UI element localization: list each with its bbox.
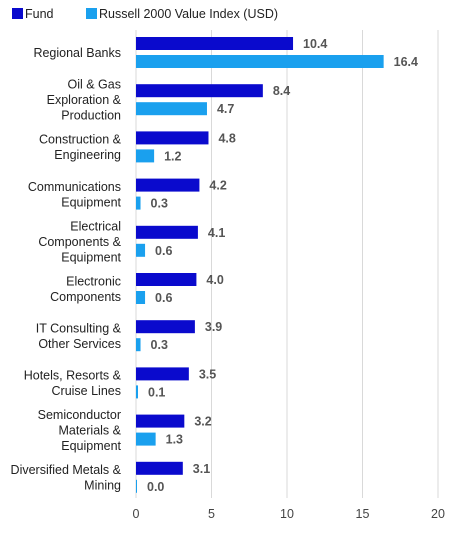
category-label-5: Electronic Components xyxy=(50,274,121,304)
value-label-s1-c9: 0.0 xyxy=(147,480,164,494)
category-label-3: Communications Equipment xyxy=(28,180,122,210)
category-label-line: Semiconductor xyxy=(38,408,121,422)
value-label-s1-c1: 4.7 xyxy=(217,102,234,116)
category-label-line: Components & xyxy=(38,235,121,249)
value-label-s0-c7: 3.5 xyxy=(199,367,216,381)
category-label-line: Electrical xyxy=(70,219,121,233)
value-label-s0-c3: 4.2 xyxy=(209,179,226,193)
value-label-s1-c4: 0.6 xyxy=(155,244,172,258)
bar-s1-c0 xyxy=(136,55,384,68)
category-label-line: IT Consulting & xyxy=(36,321,122,335)
category-label-line: Diversified Metals & xyxy=(11,463,122,477)
category-label-line: Materials & xyxy=(58,424,121,438)
category-label-line: Construction & xyxy=(39,133,122,147)
bar-s1-c2 xyxy=(136,149,155,163)
category-label-1: Oil & Gas Exploration & Production xyxy=(47,78,122,123)
bar-s0-c7 xyxy=(136,367,189,381)
bar-s1-c6 xyxy=(136,338,141,352)
category-label-7: Hotels, Resorts & Cruise Lines xyxy=(24,369,122,399)
legend-label-1: Russell 2000 Value Index (USD) xyxy=(99,7,278,21)
value-label-s1-c0: 16.4 xyxy=(394,55,418,69)
category-label-0: Regional Banks xyxy=(33,46,121,60)
category-label-line: Communications xyxy=(28,180,121,194)
value-label-s0-c4: 4.1 xyxy=(208,226,225,240)
category-label-2: Construction & Engineering xyxy=(39,133,122,163)
value-label-s0-c2: 4.8 xyxy=(218,131,235,145)
category-label-line: Equipment xyxy=(61,195,121,209)
category-label-8: Semiconductor Materials & Equipment xyxy=(38,408,122,453)
category-labels: Regional Banks Oil & Gas Exploration & Prod… xyxy=(11,46,122,493)
category-label-line: Engineering xyxy=(54,148,121,162)
x-axis-ticks: 0 5 10 15 20 xyxy=(133,507,445,521)
legend-swatch-0 xyxy=(12,8,23,19)
category-label-line: Regional Banks xyxy=(33,46,121,60)
category-label-line: Equipment xyxy=(61,250,121,264)
category-label-line: Production xyxy=(61,109,121,123)
bar-s0-c5 xyxy=(136,273,197,286)
category-label-line: Other Services xyxy=(38,337,121,351)
bar-s1-c7 xyxy=(136,385,138,399)
category-label-line: Equipment xyxy=(61,439,121,453)
value-label-s0-c8: 3.2 xyxy=(194,415,211,429)
bar-s1-c4 xyxy=(136,243,146,257)
category-label-line: Electronic xyxy=(66,274,121,288)
bar-s1-c8 xyxy=(136,432,156,446)
bar-s1-c5 xyxy=(136,291,146,304)
legend: Fund Russell 2000 Value Index (USD) xyxy=(12,7,278,21)
value-label-s1-c5: 0.6 xyxy=(155,291,172,305)
category-label-line: Hotels, Resorts & xyxy=(24,369,122,383)
x-tick-label-2: 10 xyxy=(280,507,294,521)
value-label-s0-c1: 8.4 xyxy=(273,84,290,98)
bars: 10.4 16.4 8.4 4.7 4.8 1.2 4.2 0.3 4.1 0.6 4.0 0.6 3.… xyxy=(136,37,418,494)
value-label-s1-c3: 0.3 xyxy=(151,197,168,211)
category-label-4: Electrical Components & Equipment xyxy=(38,219,121,264)
value-label-s0-c0: 10.4 xyxy=(303,37,327,51)
gridlines xyxy=(135,30,439,498)
legend-swatch-1 xyxy=(86,8,97,19)
bar-s0-c4 xyxy=(136,225,198,239)
value-label-s0-c6: 3.9 xyxy=(205,320,222,334)
bar-s0-c0 xyxy=(136,37,294,50)
category-label-line: Exploration & xyxy=(47,93,122,107)
value-label-s1-c8: 1.3 xyxy=(166,433,183,447)
value-label-s0-c9: 3.1 xyxy=(193,462,210,476)
bar-s0-c9 xyxy=(136,461,183,475)
category-label-line: Cruise Lines xyxy=(52,384,121,398)
bar-s0-c6 xyxy=(136,320,195,334)
bar-s0-c2 xyxy=(136,131,209,145)
category-label-6: IT Consulting & Other Services xyxy=(36,321,122,351)
category-label-line: Mining xyxy=(84,479,121,493)
x-tick-label-0: 0 xyxy=(133,507,140,521)
category-label-9: Diversified Metals & Mining xyxy=(11,463,122,493)
category-label-line: Oil & Gas xyxy=(68,78,122,92)
x-tick-label-3: 15 xyxy=(356,507,370,521)
value-label-s1-c7: 0.1 xyxy=(148,385,165,399)
bar-s0-c1 xyxy=(136,84,263,98)
legend-label-0: Fund xyxy=(25,7,54,21)
value-label-s1-c2: 1.2 xyxy=(164,149,181,163)
x-tick-label-1: 5 xyxy=(208,507,215,521)
value-label-s1-c6: 0.3 xyxy=(151,338,168,352)
bar-s0-c8 xyxy=(136,414,185,428)
bar-s1-c1 xyxy=(136,102,207,116)
bar-s1-c3 xyxy=(136,196,141,210)
value-label-s0-c5: 4.0 xyxy=(206,273,223,287)
bar-s0-c3 xyxy=(136,178,200,192)
bar-s1-c9 xyxy=(136,479,137,493)
category-label-line: Components xyxy=(50,290,121,304)
x-tick-label-4: 20 xyxy=(431,507,445,521)
